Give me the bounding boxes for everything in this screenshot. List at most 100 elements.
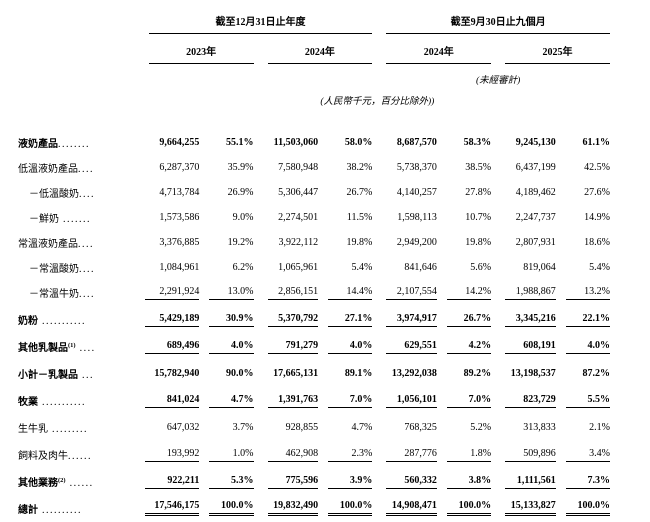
leader-dots: ........... (38, 316, 86, 327)
cell-percentage: 38.5% (465, 162, 492, 173)
data-cell: 3,974,917 (372, 300, 437, 327)
data-cell: 2,291,924 (135, 275, 200, 300)
cell-amount: 2,856,151 (267, 286, 319, 300)
cell-amount: 791,279 (267, 340, 319, 354)
data-cell: 768,325 (372, 408, 437, 435)
data-cell: 89.1% (318, 354, 373, 381)
cell-percentage: 35.9% (227, 162, 254, 173)
cell-percentage: 26.9% (227, 187, 254, 198)
data-cell: 17,546,175 (135, 489, 200, 516)
data-cell: 608,191 (491, 327, 556, 354)
leader-dots: ......... (48, 424, 88, 435)
cell-amount: 4,189,462 (515, 187, 556, 198)
unaudited-note-cell: (未經審計) (372, 64, 610, 86)
data-cell: 1,065,961 (254, 250, 318, 275)
data-cell: 462,908 (254, 435, 319, 462)
cell-amount: 1,111,561 (505, 475, 556, 489)
cell-percentage: 14.2% (446, 286, 492, 300)
row-label-text: －鮮奶 (29, 214, 59, 225)
cell-amount: 647,032 (166, 422, 200, 433)
cell-percentage: 90.0% (226, 368, 254, 379)
cell-percentage: 27.8% (465, 187, 492, 198)
row-label: 奶粉 ........... (18, 300, 135, 327)
row-label: 常溫液奶產品.... (18, 225, 135, 250)
header-spacer (135, 64, 373, 86)
data-cell: 2,807,931 (491, 225, 556, 250)
cell-amount: 19,832,490 (267, 500, 319, 516)
data-cell: 922,211 (135, 462, 200, 489)
data-cell: 3,376,885 (135, 225, 199, 250)
data-cell: 2,247,737 (491, 200, 556, 225)
data-cell: 27.1% (318, 300, 373, 327)
data-cell: 13,198,537 (491, 354, 556, 381)
year-header-2023: 2023年 (135, 34, 254, 64)
data-cell: 647,032 (135, 408, 200, 435)
data-cell: 9.0% (199, 200, 254, 225)
column-group-9m: 截至9月30日止九個月 (372, 12, 610, 34)
row-label-text: 總計 (18, 505, 38, 516)
data-cell: 15,133,827 (491, 489, 556, 516)
cell-amount: 4,140,257 (396, 187, 437, 198)
cell-percentage: 26.7% (446, 313, 492, 327)
cell-amount: 2,107,554 (386, 286, 437, 300)
row-label-text: 飼料及肉牛 (18, 451, 68, 462)
data-cell: 38.2% (318, 150, 372, 175)
data-cell: 4.2% (437, 327, 492, 354)
data-cell: 4.0% (318, 327, 373, 354)
data-cell: 22.1% (556, 300, 610, 327)
cell-amount: 2,291,924 (144, 286, 200, 300)
leader-dots: .... (79, 289, 95, 300)
data-cell: 3.4% (556, 435, 610, 462)
year-header-2025-9m: 2025年 (491, 34, 610, 64)
row-label-text: 常溫液奶產品 (18, 239, 78, 250)
leader-dots: ...... (65, 478, 94, 489)
data-cell: 1,988,867 (491, 275, 556, 300)
cell-amount: 928,855 (285, 422, 319, 433)
data-cell: 689,496 (135, 327, 200, 354)
data-cell: 58.0% (318, 125, 373, 150)
data-cell: 629,551 (372, 327, 437, 354)
cell-amount: 608,191 (505, 340, 556, 354)
cell-amount: 17,665,131 (273, 368, 319, 379)
cell-amount: 2,949,200 (396, 237, 437, 248)
leader-dots: .... (78, 239, 94, 250)
cell-percentage: 3.9% (328, 475, 373, 489)
data-cell: 841,646 (372, 250, 437, 275)
year-header-row: 2023年 2024年 2024年 2025年 (18, 34, 610, 64)
table-row: 生牛乳 ......... 647,032 3.7% 928,855 4.7% 768,3… (18, 408, 610, 435)
cell-amount: 313,833 (523, 422, 556, 433)
data-cell: 42.5% (556, 150, 610, 175)
data-cell: 7.0% (318, 381, 373, 408)
year-2025-9m-label: 2025年 (505, 47, 610, 64)
year-2024-9m-label: 2024年 (386, 47, 492, 64)
cell-amount: 509,896 (505, 448, 556, 462)
data-cell: 38.5% (437, 150, 491, 175)
data-cell: 4.0% (199, 327, 254, 354)
cell-percentage: 14.4% (328, 286, 373, 300)
row-label-text: 奶粉 (18, 316, 38, 327)
cell-percentage: 4.0% (209, 340, 254, 354)
row-label-text: 小計－乳製品 (18, 370, 78, 381)
column-group-header-row: 截至12月31日止年度 截至9月30日止九個月 (18, 12, 610, 34)
cell-percentage: 42.5% (584, 162, 610, 173)
cell-percentage: 10.7% (465, 212, 492, 223)
data-cell: 3,345,216 (491, 300, 556, 327)
data-cell: 11.5% (318, 200, 372, 225)
cell-amount: 4,713,784 (159, 187, 200, 198)
data-cell: 1,056,101 (372, 381, 437, 408)
cell-amount: 9,664,255 (159, 137, 200, 148)
cell-percentage: 30.9% (209, 313, 254, 327)
cell-percentage: 55.1% (226, 137, 254, 148)
data-cell: 19.2% (199, 225, 254, 250)
leader-dots: ........ (58, 139, 90, 150)
data-cell: 5.5% (556, 381, 610, 408)
data-cell: 9,245,130 (491, 125, 556, 150)
leader-dots: .... (79, 189, 95, 200)
data-cell: 26.9% (199, 175, 254, 200)
data-cell: 19.8% (437, 225, 491, 250)
leader-dots: ........... (38, 397, 86, 408)
row-label: －低溫酸奶.... (18, 175, 135, 200)
cell-amount: 5,738,370 (396, 162, 437, 173)
column-group-9m-label: 截至9月30日止九個月 (386, 17, 610, 34)
